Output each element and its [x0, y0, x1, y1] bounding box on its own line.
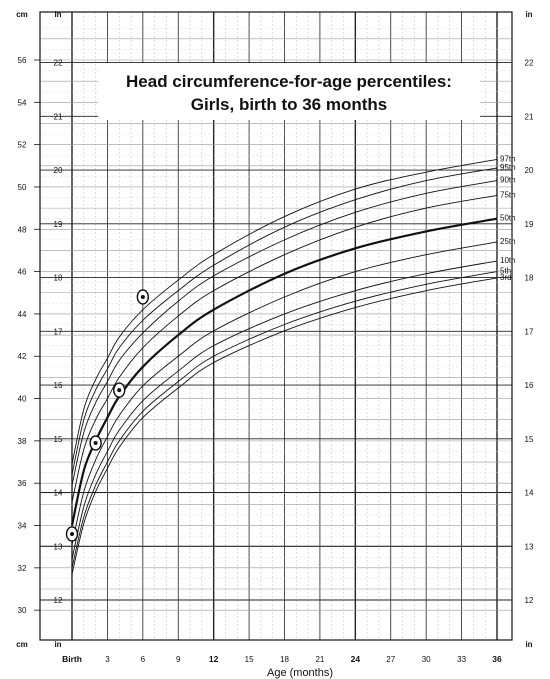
inch-tick-label-right: 17 — [525, 327, 534, 336]
percentile-curve-25th — [71, 241, 498, 545]
percentile-label-10th: 10th — [500, 256, 516, 265]
x-tick-label: 30 — [422, 655, 431, 664]
percentile-curve-3rd — [71, 277, 498, 575]
cm-tick-label: 42 — [18, 352, 27, 361]
inch-tick-label-right: 14 — [525, 489, 534, 498]
x-tick-label: 24 — [351, 654, 361, 664]
inch-tick-label-left: 15 — [54, 435, 63, 444]
inch-tick-label-right: 18 — [525, 274, 534, 283]
unit-label-in-bottom-right: in — [525, 640, 532, 649]
percentile-curve-5th — [71, 271, 498, 568]
inch-tick-label-left: 16 — [54, 381, 63, 390]
inch-tick-label-right: 19 — [525, 220, 534, 229]
percentile-label-90th: 90th — [500, 176, 516, 185]
cm-tick-label: 56 — [18, 56, 27, 65]
unit-label-in-top-left: in — [54, 10, 61, 19]
percentile-label-25th: 25th — [500, 237, 516, 246]
percentile-label-50th: 50th — [500, 214, 516, 223]
measurement-point — [70, 531, 74, 536]
x-tick-label: 18 — [280, 655, 289, 664]
inch-tick-label-left: 17 — [54, 327, 63, 336]
percentile-curve-75th — [71, 194, 498, 503]
measurement-point — [117, 388, 122, 393]
x-tick-label: Birth — [62, 654, 82, 664]
x-tick-label: 36 — [492, 654, 502, 664]
percentile-label-3rd: 3rd — [500, 273, 512, 282]
cm-tick-label: 38 — [18, 437, 27, 446]
cm-tick-label: 40 — [18, 395, 27, 404]
inch-tick-label-right: 13 — [525, 542, 534, 551]
percentile-label-75th: 75th — [500, 190, 516, 199]
x-tick-label: 27 — [386, 655, 395, 664]
cm-tick-label: 48 — [18, 225, 27, 234]
cm-tick-label: 34 — [18, 522, 27, 531]
cm-tick-label: 32 — [18, 564, 27, 573]
inch-tick-label-left: 21 — [54, 112, 63, 121]
inch-tick-label-right: 20 — [525, 166, 534, 175]
x-tick-label: 33 — [457, 655, 466, 664]
inch-tick-label-left: 18 — [54, 274, 63, 283]
percentile-curve-10th — [71, 260, 498, 560]
x-tick-label: 15 — [245, 655, 254, 664]
x-tick-label: 6 — [141, 655, 146, 664]
cm-tick-label: 46 — [18, 268, 27, 277]
inch-tick-label-left: 14 — [54, 489, 63, 498]
inch-tick-label-left: 20 — [54, 166, 63, 175]
inch-tick-label-right: 12 — [525, 596, 534, 605]
chart-title-line-2: Girls, birth to 36 months — [191, 95, 387, 114]
percentile-label-5th: 5th — [500, 267, 511, 276]
cm-tick-label: 54 — [18, 98, 27, 107]
inch-tick-label-right: 16 — [525, 381, 534, 390]
measurement-layer — [65, 289, 150, 542]
plot-frame — [39, 11, 513, 641]
inch-tick-label-right: 15 — [525, 435, 534, 444]
inch-tick-label-left: 19 — [54, 220, 63, 229]
unit-label-in-top-right: in — [525, 10, 532, 19]
unit-label-cm-top: cm — [16, 10, 28, 19]
chart-title-line-1: Head circumference-for-age percentiles: — [126, 72, 452, 91]
percentile-label-95th: 95th — [500, 163, 516, 172]
inch-tick-label-left: 12 — [54, 596, 63, 605]
inch-tick-label-left: 13 — [54, 542, 63, 551]
x-tick-label: 12 — [209, 654, 219, 664]
measurement-point — [93, 440, 98, 445]
title-box — [98, 63, 480, 120]
percentile-curve-97th — [71, 159, 498, 465]
cm-tick-label: 52 — [18, 141, 27, 150]
cm-tick-label: 44 — [18, 310, 27, 319]
measurement-point — [140, 294, 145, 299]
percentile-label-97th: 97th — [500, 154, 516, 163]
unit-label-in-bottom-left: in — [54, 640, 61, 649]
percentile-curve-95th — [71, 167, 498, 475]
cm-tick-label: 36 — [18, 479, 27, 488]
x-tick-label: 9 — [176, 655, 181, 664]
x-tick-label: 3 — [105, 655, 110, 664]
percentile-curve-90th — [71, 180, 498, 486]
unit-label-cm-bottom: cm — [16, 640, 28, 649]
cm-tick-label: 50 — [18, 183, 27, 192]
cm-tick-label: 30 — [18, 606, 27, 615]
inch-tick-label-left: 22 — [54, 59, 63, 68]
inch-tick-label-right: 21 — [525, 112, 534, 121]
x-axis-title: Age (months) — [267, 667, 333, 679]
x-tick-label: 21 — [315, 655, 324, 664]
inch-tick-label-right: 22 — [525, 59, 534, 68]
